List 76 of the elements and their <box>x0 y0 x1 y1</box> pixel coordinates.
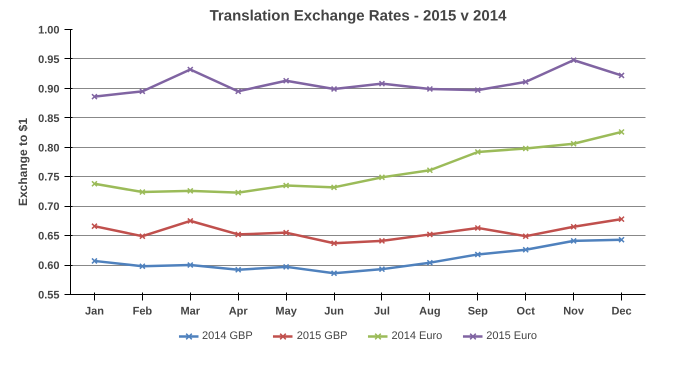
point <box>187 262 194 268</box>
x-tick-label: Sep <box>468 306 488 318</box>
point <box>522 78 529 86</box>
y-tick-label: 0.85 <box>38 112 60 125</box>
point <box>234 189 242 196</box>
point <box>330 184 338 191</box>
point <box>618 236 625 243</box>
point <box>91 180 98 188</box>
point <box>378 80 386 87</box>
point <box>91 222 98 230</box>
point <box>570 56 577 64</box>
point <box>378 266 386 272</box>
y-tick-label: 1.00 <box>38 24 60 36</box>
point <box>570 224 577 230</box>
point <box>426 259 434 266</box>
point <box>426 86 434 92</box>
x-tick-label: Jan <box>84 306 104 318</box>
y-tick-label: 0.65 <box>38 230 60 243</box>
chart-title: Translation Exchange Rates - 2015 v 2014 <box>210 8 508 24</box>
point <box>330 86 338 92</box>
point <box>187 218 194 224</box>
point <box>234 231 242 238</box>
point <box>282 182 290 189</box>
point <box>570 238 577 244</box>
point <box>234 88 242 95</box>
point <box>474 251 482 258</box>
point <box>91 258 98 264</box>
y-tick-label: 0.60 <box>38 260 60 272</box>
x-tick-label: Oct <box>516 306 536 318</box>
y-tick-label: 0.80 <box>38 142 60 154</box>
y-tick-label: 0.90 <box>38 83 60 96</box>
x-tick-label: May <box>275 306 298 318</box>
y-tick-label: 0.95 <box>38 54 60 66</box>
y-tick-label: 0.75 <box>38 172 60 184</box>
point <box>139 232 146 240</box>
x-tick-label: Jun <box>324 306 344 318</box>
point <box>139 88 146 95</box>
point <box>474 224 482 232</box>
x-tick-label: Mar <box>180 306 201 318</box>
point <box>234 266 242 273</box>
point <box>426 231 434 238</box>
x-tick-label: Jul <box>374 306 390 318</box>
point <box>282 229 290 236</box>
point <box>139 188 146 196</box>
point <box>282 78 290 84</box>
point <box>426 167 434 174</box>
x-tick-label: Feb <box>132 306 152 318</box>
point <box>522 232 529 240</box>
point <box>618 72 625 79</box>
point <box>330 270 338 277</box>
point <box>618 216 625 222</box>
x-tick-label: Apr <box>228 306 248 318</box>
point <box>618 128 625 136</box>
point <box>330 240 338 246</box>
legend-label: 2015 Euro <box>486 330 538 342</box>
legend-label: 2014 GBP <box>202 330 253 342</box>
point <box>474 86 482 94</box>
point <box>522 246 529 253</box>
y-tick-label: 0.70 <box>38 201 60 214</box>
legend-label: 2014 Euro <box>392 330 442 342</box>
point <box>282 264 290 270</box>
point <box>378 174 386 181</box>
point <box>187 66 194 73</box>
point <box>474 148 482 156</box>
point <box>187 188 194 194</box>
y-tick-label: 0.55 <box>38 290 60 302</box>
point <box>570 140 577 147</box>
point <box>91 93 98 100</box>
x-tick-label: Dec <box>611 306 632 318</box>
legend-label: 2015 GBP <box>296 330 348 342</box>
point <box>522 145 529 152</box>
y-axis-title: Exchange to $1 <box>16 118 30 206</box>
x-tick-label: Nov <box>563 306 585 318</box>
x-tick-label: Aug <box>419 306 441 318</box>
point <box>378 238 386 244</box>
point <box>139 263 146 270</box>
